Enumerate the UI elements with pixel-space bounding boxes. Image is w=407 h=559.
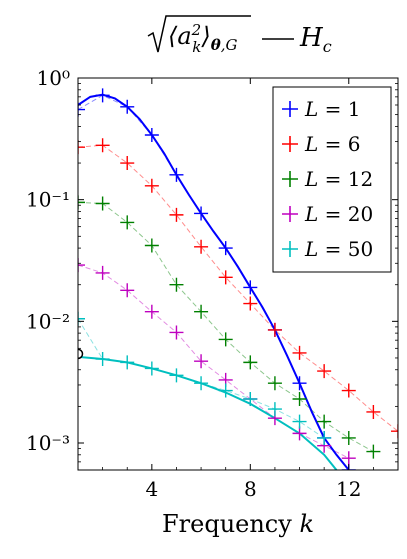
data-point-5-5 bbox=[169, 368, 184, 383]
data-point-1-10 bbox=[292, 376, 307, 391]
data-point-3-9 bbox=[267, 376, 282, 391]
legend-marker-3 bbox=[282, 171, 298, 187]
data-point-4-10 bbox=[292, 426, 307, 441]
data-point-3-8 bbox=[243, 355, 258, 370]
data-point-5-6 bbox=[194, 376, 209, 391]
data-point-2-4 bbox=[144, 178, 159, 193]
data-point-1-2 bbox=[95, 88, 110, 103]
data-point-4-2 bbox=[95, 265, 110, 280]
chart-title: ⟨a2 k⟩θ,G Hc bbox=[147, 15, 332, 56]
legend-label-4: L = 20 bbox=[304, 202, 373, 226]
plot-series-group bbox=[78, 88, 398, 470]
x-tick-label-8: 8 bbox=[244, 477, 257, 501]
data-point-3-6 bbox=[194, 304, 209, 319]
legend-label-1: L = 1 bbox=[304, 97, 360, 121]
legend-label-2: L = 6 bbox=[304, 132, 360, 156]
data-point-5-7 bbox=[218, 383, 233, 398]
x-tick-label-12: 12 bbox=[336, 477, 361, 501]
y-tick-label-1: 10⁻² bbox=[26, 309, 70, 333]
data-point-3-3 bbox=[120, 215, 135, 230]
x-axis-label: Frequency k bbox=[162, 510, 314, 538]
data-point-1-1 bbox=[78, 102, 85, 117]
data-point-5-4 bbox=[144, 361, 159, 376]
legend-marker-5 bbox=[282, 241, 298, 257]
plot-frame bbox=[77, 77, 399, 471]
data-point-2-12 bbox=[341, 383, 356, 398]
data-point-5-9 bbox=[267, 402, 282, 417]
data-point-1-5 bbox=[169, 167, 184, 182]
data-point-2-9 bbox=[267, 322, 282, 337]
data-point-2-11 bbox=[317, 364, 332, 379]
data-point-5-3 bbox=[120, 355, 135, 370]
data-point-2-8 bbox=[243, 296, 258, 311]
data-point-4-5 bbox=[169, 325, 184, 340]
legend-label-5: L = 50 bbox=[304, 237, 373, 261]
data-point-3-4 bbox=[144, 238, 159, 253]
data-point-3-11 bbox=[317, 414, 332, 429]
data-point-1-4 bbox=[144, 128, 159, 143]
data-point-3-10 bbox=[292, 391, 307, 406]
series-line-4 bbox=[78, 264, 349, 459]
data-point-5-11 bbox=[317, 430, 332, 445]
data-point-2-2 bbox=[95, 138, 110, 153]
data-point-3-5 bbox=[169, 277, 184, 292]
data-point-5-8 bbox=[243, 391, 258, 406]
fit-curve-1 bbox=[78, 93, 350, 470]
data-point-2-14 bbox=[391, 424, 398, 439]
sqrt-radical bbox=[147, 15, 251, 53]
y-tick-label-3: 10⁰ bbox=[37, 66, 70, 90]
data-point-3-13 bbox=[366, 444, 381, 459]
data-point-3-2 bbox=[95, 196, 110, 211]
x-tick-label-4: 4 bbox=[145, 477, 158, 501]
data-point-2-13 bbox=[366, 404, 381, 419]
data-point-5-10 bbox=[292, 414, 307, 429]
data-point-4-1 bbox=[78, 258, 85, 273]
data-point-2-5 bbox=[169, 207, 184, 222]
data-point-2-10 bbox=[292, 345, 307, 360]
data-point-2-6 bbox=[194, 239, 209, 254]
data-point-1-3 bbox=[120, 99, 135, 114]
data-point-3-12 bbox=[341, 430, 356, 445]
data-point-3-7 bbox=[218, 332, 233, 347]
data-point-5-2 bbox=[95, 352, 110, 367]
open-circle-marker-1 bbox=[78, 348, 84, 360]
data-point-1-7 bbox=[218, 241, 233, 256]
data-point-1-6 bbox=[194, 206, 209, 221]
legend-marker-4 bbox=[282, 206, 298, 222]
data-point-5-1 bbox=[78, 311, 85, 326]
y-tick-label-0: 10⁻³ bbox=[26, 431, 70, 455]
data-point-2-3 bbox=[120, 156, 135, 171]
data-point-4-6 bbox=[194, 354, 209, 369]
data-point-3-1 bbox=[78, 195, 85, 210]
data-point-2-7 bbox=[218, 270, 233, 285]
data-point-4-4 bbox=[144, 304, 159, 319]
series-line-2 bbox=[78, 144, 398, 432]
legend-label-3: L = 12 bbox=[304, 167, 373, 191]
y-tick-label-2: 10⁻¹ bbox=[26, 188, 70, 212]
legend-marker-2 bbox=[282, 136, 298, 152]
chart-title-container: ⟨a2 k⟩θ,G Hc bbox=[0, 8, 407, 67]
data-point-1-8 bbox=[243, 280, 258, 295]
data-point-2-1 bbox=[78, 140, 85, 155]
data-point-4-12 bbox=[341, 451, 356, 466]
legend-marker-1 bbox=[282, 101, 298, 117]
fit-curve-2 bbox=[78, 355, 338, 470]
data-point-4-3 bbox=[120, 283, 135, 298]
plot-area: 4 8 12 10⁻³ 10⁻² 10⁻¹ 10⁰ Frequency k L = 1 L = 6… bbox=[26, 66, 399, 538]
